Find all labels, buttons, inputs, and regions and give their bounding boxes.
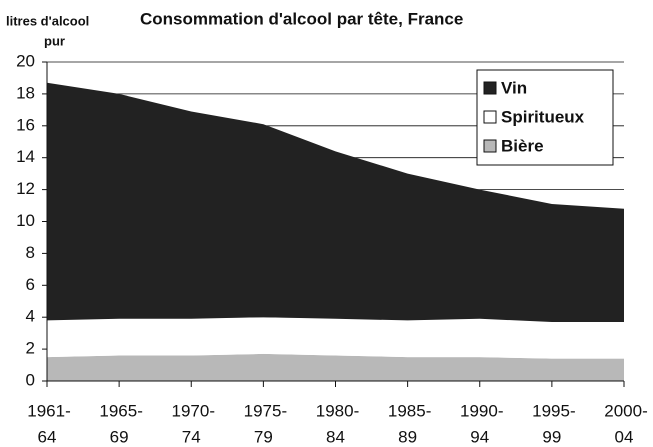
x-tick-label: 1970-: [172, 401, 215, 420]
area: [47, 353, 624, 381]
legend-swatch: [483, 110, 497, 124]
area: [47, 82, 624, 322]
x-tick-label: 69: [110, 427, 129, 446]
x-tick-label: 2000-: [604, 401, 647, 420]
legend-swatch: [483, 81, 497, 95]
chart-title: Consommation d'alcool par tête, France: [140, 9, 463, 28]
y-tick-label: 16: [16, 115, 35, 134]
y-tick-label: 12: [16, 179, 35, 198]
x-tick-label: 74: [182, 427, 201, 446]
y-axis-label: litres d'alcool: [6, 13, 89, 28]
legend-label: Vin: [501, 78, 527, 97]
y-tick-label: 8: [26, 243, 35, 262]
y-tick-label: 4: [26, 307, 35, 326]
legend-box: [476, 69, 614, 166]
x-tick-label: 1985-: [388, 401, 431, 420]
x-tick-label: 1975-: [244, 401, 287, 420]
x-tick-label: 64: [38, 427, 57, 446]
x-tick-label: 94: [470, 427, 489, 446]
legend-label: Bière: [501, 136, 544, 155]
area: [47, 317, 624, 359]
y-tick-label: 2: [26, 339, 35, 358]
y-tick-label: 6: [26, 275, 35, 294]
x-tick-label: 79: [254, 427, 273, 446]
y-tick-label: 0: [26, 370, 35, 389]
x-tick-label: 99: [542, 427, 561, 446]
y-tick-label: 18: [16, 83, 35, 102]
x-tick-label: 1995-: [532, 401, 575, 420]
x-tick-label: 1980-: [316, 401, 359, 420]
x-tick-label: 84: [326, 427, 345, 446]
legend-label: Spiritueux: [501, 107, 585, 126]
x-tick-label: 1990-: [460, 401, 503, 420]
x-tick-label: 89: [398, 427, 417, 446]
x-tick-label: 04: [615, 427, 634, 446]
y-axis-label: pur: [44, 33, 65, 48]
x-tick-label: 1961-: [27, 401, 70, 420]
y-tick-label: 14: [16, 147, 35, 166]
y-tick-label: 20: [16, 51, 35, 70]
legend-swatch: [483, 139, 497, 153]
y-tick-label: 10: [16, 211, 35, 230]
x-tick-label: 1965-: [99, 401, 142, 420]
